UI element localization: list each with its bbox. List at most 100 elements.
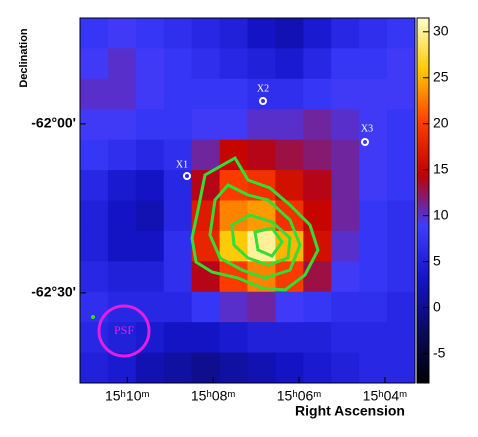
heat-cell xyxy=(303,322,332,354)
heat-cell xyxy=(359,109,388,141)
colorbar-tick-label: 30 xyxy=(433,22,449,38)
heat-cell xyxy=(275,139,304,171)
heat-cell xyxy=(135,352,165,384)
colorbar-tick-label: 0 xyxy=(433,298,441,314)
heat-cell xyxy=(107,18,137,49)
colorbar-tick-label: 25 xyxy=(433,68,449,84)
heat-cell xyxy=(387,352,416,384)
heat-cell xyxy=(359,170,388,201)
psf-circle xyxy=(97,304,151,358)
heat-cell xyxy=(331,170,360,201)
heat-cell xyxy=(191,139,221,171)
heat-cell xyxy=(359,322,388,354)
heat-cell xyxy=(387,170,416,201)
heat-cell xyxy=(80,78,109,110)
source-label: X2 xyxy=(257,83,269,94)
heat-cell xyxy=(107,230,137,262)
heat-cell xyxy=(387,109,416,141)
colorbar-tick-label: 10 xyxy=(433,206,449,222)
heatmap xyxy=(80,18,416,384)
heat-cell xyxy=(163,352,193,384)
heat-cell xyxy=(303,200,332,232)
heat-cell xyxy=(219,18,248,49)
heat-cell xyxy=(359,200,388,232)
heat-cell xyxy=(247,109,276,141)
heat-cell xyxy=(275,352,304,384)
heat-cell xyxy=(359,352,388,384)
heat-cell xyxy=(275,48,304,80)
heat-cell xyxy=(135,170,165,201)
heat-cell xyxy=(303,18,332,49)
heat-cell xyxy=(163,230,193,262)
source-label: X3 xyxy=(361,123,373,134)
x-tick-label: 15ʰ06ᵐ xyxy=(277,388,322,404)
heat-cell xyxy=(191,352,221,384)
heat-cell xyxy=(247,322,276,354)
heat-cell xyxy=(135,78,165,110)
contours xyxy=(190,155,320,292)
heat-cell xyxy=(331,261,360,293)
heat-cell xyxy=(303,352,332,384)
colorbar xyxy=(416,17,430,384)
x-tick-label: 15ʰ08ᵐ xyxy=(191,388,236,404)
heat-cell xyxy=(387,261,416,293)
heat-cell xyxy=(247,18,276,49)
heat-cell xyxy=(107,322,137,354)
heat-cell xyxy=(275,291,304,323)
x-tick-label: 15ʰ10ᵐ xyxy=(105,388,150,404)
heat-cell xyxy=(163,322,193,354)
colorbar-tick-label: 20 xyxy=(433,114,449,130)
heat-cell xyxy=(331,322,360,354)
heat-cell xyxy=(303,291,332,323)
heat-cell xyxy=(163,291,193,323)
psf-dot xyxy=(91,315,95,319)
heat-cell xyxy=(107,200,137,232)
colorbar-tick-label: 5 xyxy=(433,252,441,268)
heat-cell xyxy=(331,78,360,110)
heat-cell xyxy=(135,18,165,49)
heat-cell xyxy=(135,291,165,323)
heat-cell xyxy=(107,170,137,201)
heat-cell xyxy=(191,261,221,293)
psf-label: PSF xyxy=(114,323,134,337)
heat-cell xyxy=(247,139,276,171)
heat-cell xyxy=(80,139,109,171)
heat-cell xyxy=(219,109,248,141)
heat-cell xyxy=(163,78,193,110)
heat-cell xyxy=(359,48,388,80)
colorbar-tick-label: -5 xyxy=(433,344,446,360)
heat-cell xyxy=(191,109,221,141)
heat-cell xyxy=(331,200,360,232)
heat-cell xyxy=(387,322,416,354)
heat-cell xyxy=(191,18,221,49)
heat-cell xyxy=(247,352,276,384)
heat-cell xyxy=(387,18,416,49)
heat-cell xyxy=(80,48,109,80)
heat-cell xyxy=(80,18,109,49)
heat-cell xyxy=(303,109,332,141)
heat-cell xyxy=(275,78,304,110)
heat-cell xyxy=(107,261,137,293)
heat-cell xyxy=(135,109,165,141)
heat-cell xyxy=(359,78,388,110)
heat-cell xyxy=(80,200,109,232)
sources xyxy=(183,97,369,180)
heat-cell xyxy=(219,78,248,110)
x-axis-label: Right Ascension xyxy=(295,403,405,419)
y-axis-label: Declination xyxy=(18,28,30,88)
heat-cell xyxy=(331,230,360,262)
heat-cell xyxy=(80,170,109,201)
heat-cell xyxy=(359,261,388,293)
heat-cell xyxy=(359,230,388,262)
heat-cell xyxy=(191,48,221,80)
heat-cell xyxy=(107,109,137,141)
heat-cell xyxy=(163,139,193,171)
heat-cell xyxy=(107,48,137,80)
heat-cell xyxy=(219,352,248,384)
heat-cell xyxy=(303,261,332,293)
heat-cell xyxy=(135,139,165,171)
x-tick-label: 15ʰ04ᵐ xyxy=(363,388,408,404)
heat-cell xyxy=(387,291,416,323)
heat-cell xyxy=(219,322,248,354)
